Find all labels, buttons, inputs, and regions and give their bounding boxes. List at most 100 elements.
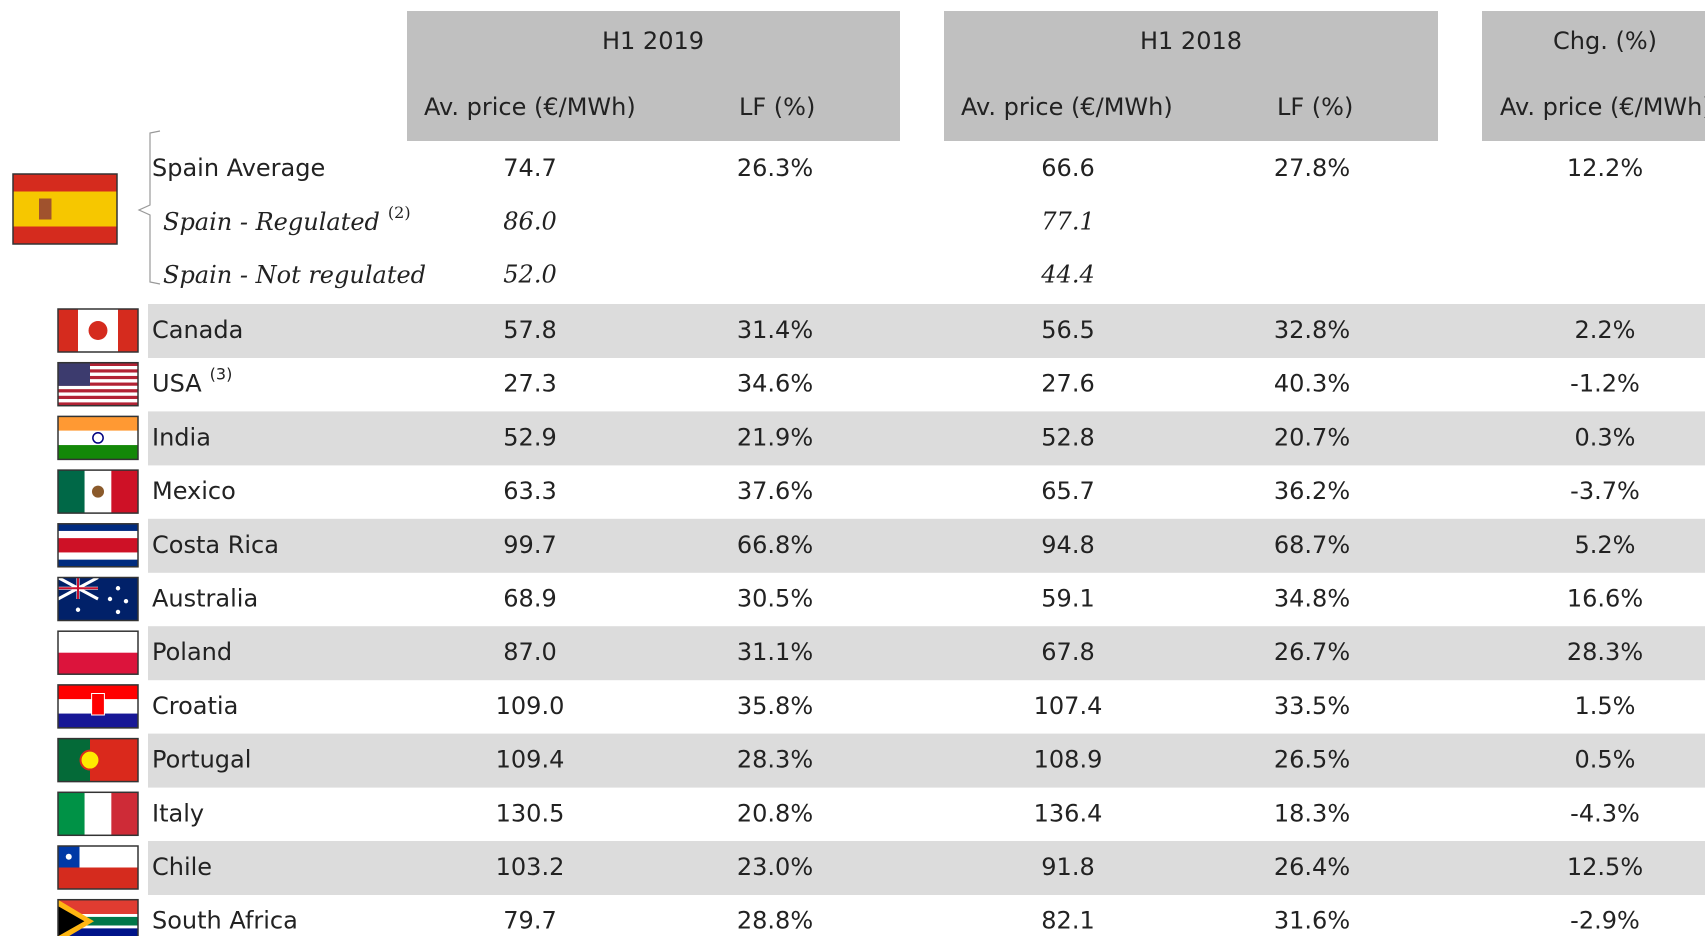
- flag-star: [107, 596, 113, 602]
- row-label: Mexico: [152, 477, 236, 505]
- row-label: Australia: [152, 585, 258, 613]
- cell: 94.8: [1041, 531, 1094, 559]
- flag-stripe: [58, 914, 138, 917]
- flag-stripe: [58, 684, 138, 700]
- flag-stripe: [58, 385, 138, 390]
- row-label-text: Poland: [152, 638, 232, 666]
- row-band: [148, 411, 1705, 466]
- cell: 109.4: [496, 746, 565, 774]
- group-header: H1 2018: [1140, 27, 1242, 55]
- cell: -2.9%: [1570, 907, 1640, 935]
- flag-stripe: [58, 925, 138, 929]
- cell: 82.1: [1041, 907, 1094, 935]
- row-label: USA (3): [152, 364, 232, 398]
- cell: 27.8%: [1274, 154, 1350, 182]
- cell: 77.1: [1041, 208, 1094, 236]
- cell: 0.5%: [1575, 746, 1636, 774]
- row-label: Croatia: [152, 692, 238, 720]
- cell: 35.8%: [737, 692, 813, 720]
- cell: 30.5%: [737, 585, 813, 613]
- cell: 52.9: [503, 423, 556, 451]
- row-label: Spain Average: [152, 154, 325, 182]
- cell: 26.3%: [737, 154, 813, 182]
- flag-stripe: [58, 552, 138, 560]
- cell: 21.9%: [737, 423, 813, 451]
- footnote-ref: (3): [210, 364, 233, 383]
- flag-border: [57, 576, 139, 622]
- row-band: [148, 304, 1705, 358]
- cell: 28.8%: [737, 907, 813, 935]
- cell: 31.4%: [737, 316, 813, 344]
- cell: 44.4: [1040, 261, 1094, 289]
- row-label: Poland: [152, 638, 232, 666]
- column-header: LF (%): [1277, 93, 1353, 121]
- cell: 12.2%: [1567, 154, 1643, 182]
- cell: 57.8: [503, 316, 556, 344]
- flag-border: [57, 898, 139, 936]
- cell: 68.7%: [1274, 531, 1350, 559]
- flag-emblem: [91, 485, 105, 498]
- cell: 68.9: [503, 585, 556, 613]
- flag-stripe: [58, 652, 138, 675]
- row-label: India: [152, 423, 211, 451]
- flag-emblem: [88, 321, 108, 340]
- cell: 87.0: [503, 638, 556, 666]
- flag-emblem: [39, 198, 52, 220]
- flag-border: [57, 845, 139, 890]
- cell: 26.7%: [1274, 638, 1350, 666]
- flag-stripe: [58, 928, 138, 936]
- column-header: Av. price (€/MWh): [1500, 93, 1705, 121]
- cell: 37.6%: [737, 477, 813, 505]
- cell: 109.0: [496, 692, 565, 720]
- flag-border: [57, 469, 139, 514]
- column-header: Av. price (€/MWh): [961, 93, 1173, 121]
- cell: -4.3%: [1570, 799, 1640, 827]
- group-header: Chg. (%): [1553, 27, 1657, 55]
- flag-stripe: [58, 430, 138, 446]
- flag-border: [12, 173, 118, 245]
- cell: 20.8%: [737, 799, 813, 827]
- flag-emblem: [91, 693, 105, 716]
- flag-star: [65, 853, 72, 860]
- flag-emblem: [92, 431, 104, 444]
- cell: 130.5: [496, 799, 565, 827]
- flag-stripe: [58, 369, 138, 373]
- flag-border: [57, 737, 139, 783]
- flag-stripe: [58, 392, 138, 396]
- cell: 32.8%: [1274, 316, 1350, 344]
- cell: -1.2%: [1570, 370, 1640, 398]
- flag-stripe: [58, 470, 85, 514]
- flag-stripe: [58, 416, 138, 431]
- cell: 5.2%: [1575, 531, 1636, 559]
- cell: 23.0%: [737, 853, 813, 881]
- row-label-text: USA: [152, 370, 202, 398]
- row-label-text: Italy: [152, 799, 204, 827]
- cell: 136.4: [1034, 799, 1103, 827]
- flag-stripe: [13, 191, 117, 227]
- cell: 18.3%: [1274, 799, 1350, 827]
- footnote-ref: (2): [388, 203, 411, 222]
- row-label-text: Spain Average: [152, 154, 325, 182]
- cell: 63.3: [503, 477, 556, 505]
- cell: 52.0: [503, 261, 556, 289]
- flag-stripe: [13, 226, 117, 244]
- cell: 28.3%: [1567, 638, 1643, 666]
- cell: 67.8: [1041, 638, 1094, 666]
- flag-border: [57, 630, 139, 675]
- row-label-text: Mexico: [152, 477, 236, 505]
- flag-stripe: [58, 366, 138, 370]
- flag-stripe: [58, 899, 138, 915]
- row-label: South Africa: [152, 907, 298, 935]
- row-label-text: Chile: [152, 853, 212, 881]
- column-header: Av. price (€/MWh): [424, 93, 636, 121]
- cell: 59.1: [1041, 585, 1094, 613]
- flag-star: [115, 609, 121, 615]
- row-band: [148, 626, 1705, 681]
- flag-stripe: [58, 389, 138, 393]
- cell: 0.3%: [1575, 423, 1636, 451]
- row-band: [148, 733, 1705, 788]
- flag-border: [57, 361, 139, 407]
- cell: 34.6%: [737, 370, 813, 398]
- cell: 26.5%: [1274, 746, 1350, 774]
- flag-star: [123, 598, 129, 604]
